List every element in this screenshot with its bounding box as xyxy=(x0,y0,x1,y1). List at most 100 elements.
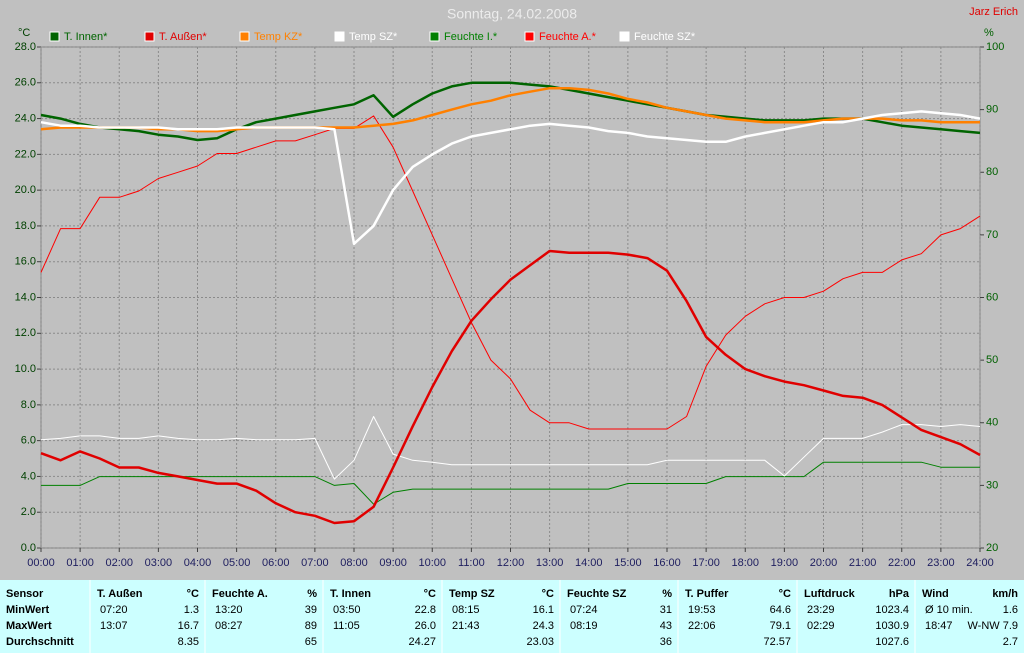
y2-axis-label: % xyxy=(984,27,994,39)
row-label: Sensor xyxy=(6,588,44,600)
y-tick-label: 20.0 xyxy=(15,184,36,196)
y2-tick-label: 40 xyxy=(986,417,998,429)
y-tick-label: 26.0 xyxy=(15,77,36,89)
legend-label: Feuchte A.* xyxy=(539,31,597,43)
y-tick-label: 22.0 xyxy=(15,148,36,160)
cell-value: 1.3 xyxy=(184,604,199,616)
legend-marker xyxy=(144,31,155,42)
y-tick-label: 12.0 xyxy=(15,327,36,339)
x-tick-label: 13:00 xyxy=(536,557,564,569)
x-tick-label: 05:00 xyxy=(223,557,251,569)
column-unit: °C xyxy=(424,588,436,600)
cell-value: 31 xyxy=(660,604,672,616)
cell-time: 18:47 xyxy=(925,620,953,632)
annotation: Jarz Erich xyxy=(969,6,1018,18)
y2-tick-label: 80 xyxy=(986,166,998,178)
x-tick-label: 14:00 xyxy=(575,557,603,569)
y-tick-label: 4.0 xyxy=(21,470,36,482)
column-name: T. Außen xyxy=(97,588,143,600)
column-unit: km/h xyxy=(992,588,1018,600)
y-tick-label: 28.0 xyxy=(15,41,36,53)
cell-time: 22:06 xyxy=(688,620,716,632)
y2-tick-label: 70 xyxy=(986,229,998,241)
cell-time: 08:15 xyxy=(452,604,480,616)
series-line xyxy=(40,110,981,246)
x-tick-label: 06:00 xyxy=(262,557,290,569)
y-tick-label: 10.0 xyxy=(15,363,36,375)
cell-time: 08:19 xyxy=(570,620,598,632)
column-name: T. Innen xyxy=(330,588,371,600)
x-tick-label: 20:00 xyxy=(810,557,838,569)
cell-time: 07:24 xyxy=(570,604,598,616)
cell-time: 13:20 xyxy=(215,604,243,616)
y2-tick-label: 30 xyxy=(986,479,998,491)
legend-label: Feuchte SZ* xyxy=(634,31,696,43)
x-tick-label: 18:00 xyxy=(731,557,759,569)
y-axis-label: °C xyxy=(18,27,30,39)
x-tick-label: 08:00 xyxy=(340,557,368,569)
cell-avg: 24.27 xyxy=(408,636,436,648)
legend-label: Feuchte I.* xyxy=(444,31,498,43)
cell-time: 19:53 xyxy=(688,604,716,616)
y-tick-label: 8.0 xyxy=(21,399,36,411)
series-line xyxy=(40,249,981,525)
y-tick-label: 0.0 xyxy=(21,542,36,554)
x-tick-label: 21:00 xyxy=(849,557,877,569)
cell-time: 02:29 xyxy=(807,620,835,632)
x-tick-label: 12:00 xyxy=(497,557,525,569)
x-tick-label: 17:00 xyxy=(692,557,720,569)
cell-value: 22.8 xyxy=(415,604,436,616)
y2-tick-label: 90 xyxy=(986,104,998,116)
x-tick-label: 11:00 xyxy=(458,557,485,569)
cell-time: 11:05 xyxy=(333,620,360,632)
y-tick-label: 2.0 xyxy=(21,506,36,518)
y2-tick-label: 100 xyxy=(986,41,1004,53)
y2-tick-label: 50 xyxy=(986,354,998,366)
y-tick-label: 6.0 xyxy=(21,435,36,447)
cell-avg: 23.03 xyxy=(526,636,554,648)
row-label: MinWert xyxy=(6,604,50,616)
y-tick-label: 18.0 xyxy=(15,220,36,232)
x-tick-label: 00:00 xyxy=(27,557,55,569)
x-tick-label: 09:00 xyxy=(379,557,407,569)
x-tick-label: 10:00 xyxy=(418,557,446,569)
column-name: Luftdruck xyxy=(804,588,856,600)
series-line xyxy=(41,461,980,505)
cell-value: 24.3 xyxy=(533,620,554,632)
column-name: Temp SZ xyxy=(449,588,495,600)
stats-table-bg xyxy=(0,580,1024,653)
series-line xyxy=(40,416,981,480)
legend-label: Temp KZ* xyxy=(254,31,303,43)
row-label: Durchschnitt xyxy=(6,636,74,648)
cell-time: 07:20 xyxy=(100,604,128,616)
column-unit: % xyxy=(307,588,317,600)
column-name: T. Puffer xyxy=(685,588,729,600)
series-line xyxy=(40,81,981,142)
cell-time: 23:29 xyxy=(807,604,835,616)
cell-time: 03:50 xyxy=(333,604,361,616)
cell-value: 79.1 xyxy=(770,620,791,632)
column-name: Feuchte A. xyxy=(212,588,268,600)
legend-marker xyxy=(334,31,345,42)
column-unit: °C xyxy=(779,588,791,600)
cell-value: 1030.9 xyxy=(875,620,909,632)
cell-value: 43 xyxy=(660,620,672,632)
y-tick-label: 24.0 xyxy=(15,112,36,124)
cell-time: Ø 10 min. xyxy=(925,604,973,616)
x-tick-label: 01:00 xyxy=(66,557,94,569)
legend-marker xyxy=(239,31,250,42)
legend-label: T. Innen* xyxy=(64,31,108,43)
y-tick-label: 14.0 xyxy=(15,291,36,303)
legend-marker xyxy=(619,31,630,42)
y2-tick-label: 20 xyxy=(986,542,998,554)
x-tick-label: 03:00 xyxy=(145,557,173,569)
cell-value: 26.0 xyxy=(415,620,436,632)
column-unit: °C xyxy=(187,588,199,600)
legend-label: Temp SZ* xyxy=(349,31,398,43)
chart-title: Sonntag, 24.02.2008 xyxy=(447,6,577,22)
column-unit: % xyxy=(662,588,672,600)
cell-value: 1.6 xyxy=(1003,604,1018,616)
y2-tick-label: 60 xyxy=(986,291,998,303)
